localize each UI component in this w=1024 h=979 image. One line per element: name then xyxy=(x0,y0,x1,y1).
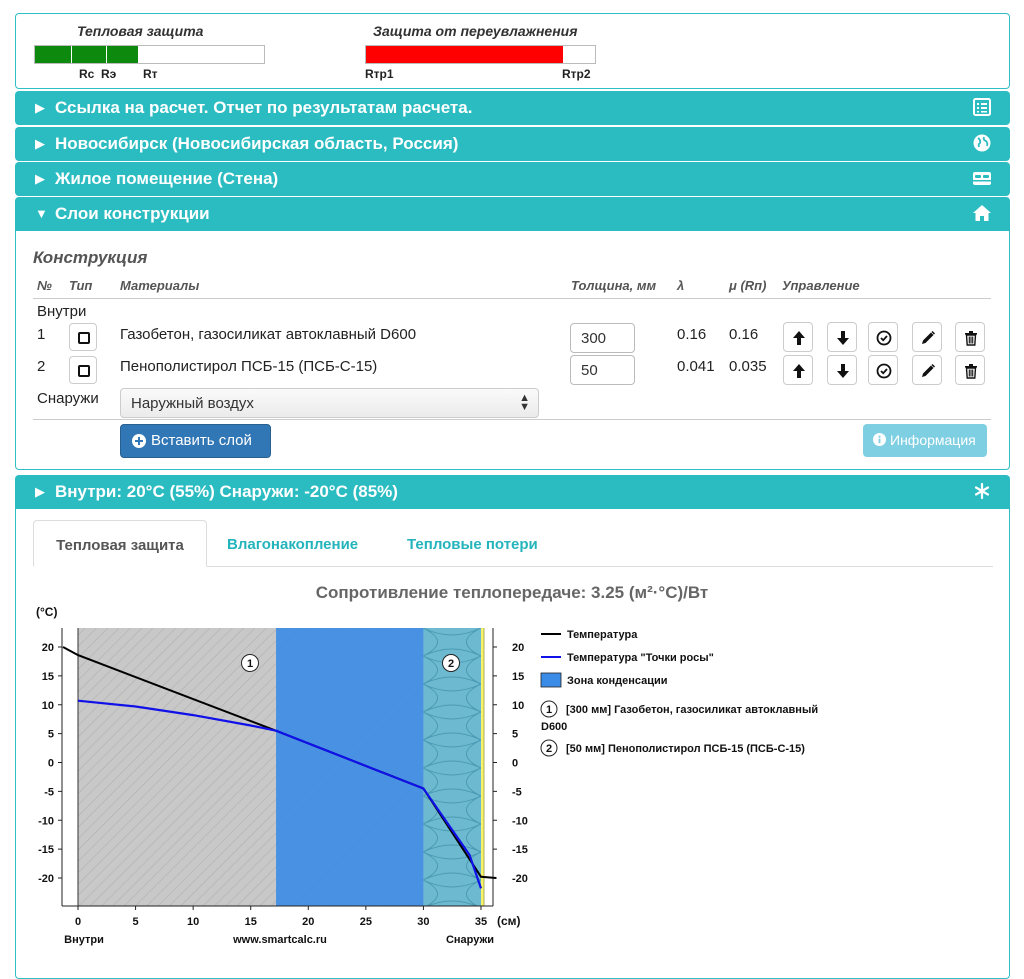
check-circle-icon xyxy=(876,330,892,346)
header-num: № xyxy=(37,278,52,293)
arrow-up-icon xyxy=(793,331,805,345)
rc-label: Rс xyxy=(79,67,95,81)
rtr1-label: Rтр1 xyxy=(365,67,394,81)
check-circle-icon xyxy=(876,363,892,379)
row-1-move-down-button[interactable] xyxy=(827,322,857,352)
row-2-edit-button[interactable] xyxy=(912,355,942,385)
arrow-down-icon xyxy=(837,331,849,345)
info-button[interactable]: Информация xyxy=(863,424,987,457)
tab-moisture[interactable]: Влагонакопление xyxy=(227,536,359,553)
caret-right-icon: ▶ xyxy=(35,171,45,186)
trash-icon xyxy=(965,331,977,346)
insert-layer-label: Вставить слой xyxy=(151,432,252,449)
results-body xyxy=(15,509,1010,979)
panel-report-link-title: Ссылка на расчет. Отчет по результатам р… xyxy=(55,98,473,117)
row-1-num: 1 xyxy=(37,326,46,343)
row-2-num: 2 xyxy=(37,358,46,375)
moisture-indicator-bar xyxy=(365,45,596,64)
header-type: Тип xyxy=(69,278,93,293)
table-footer-divider xyxy=(33,419,991,420)
pencil-icon xyxy=(922,363,936,377)
row-1-lambda: 0.16 xyxy=(677,326,707,343)
moisture-indicator-title: Защита от переувлажнения xyxy=(373,23,578,39)
panel-city[interactable]: ▶ Новосибирск (Новосибирская область, Ро… xyxy=(15,127,1010,161)
row-2-select-button[interactable] xyxy=(868,355,898,385)
panel-room-title: Жилое помещение (Стена) xyxy=(55,169,279,188)
re-label: Rэ xyxy=(101,67,117,81)
list-icon xyxy=(973,98,991,116)
caret-down-icon: ▼ xyxy=(35,206,48,221)
row-1-edit-button[interactable] xyxy=(912,322,942,352)
construction-title: Конструкция xyxy=(33,248,148,267)
table-header-divider xyxy=(33,298,991,299)
outside-select-value: Наружный воздух xyxy=(131,395,254,412)
arrow-down-icon xyxy=(837,364,849,378)
row-2-move-up-button[interactable] xyxy=(783,355,813,385)
caret-right-icon: ▶ xyxy=(35,100,45,115)
panel-layers-title: Слои конструкции xyxy=(55,204,210,223)
thermal-indicator-bar xyxy=(34,45,265,64)
row-2-move-down-button[interactable] xyxy=(827,355,857,385)
info-circle-icon xyxy=(873,433,886,446)
row-2-thickness-input[interactable]: 50 xyxy=(570,355,635,385)
panel-conditions-title: Внутри: 20°C (55%) Снаружи: -20°C (85%) xyxy=(55,482,398,501)
inside-label: Внутри xyxy=(37,303,87,320)
header-mu: μ (Rп) xyxy=(729,278,767,293)
outside-label: Снаружи xyxy=(37,390,99,407)
tab-heat-loss[interactable]: Тепловые потери xyxy=(407,536,538,553)
row-2-lambda: 0.041 xyxy=(677,358,715,375)
layer-type-icon xyxy=(78,365,90,377)
row-2-material: Пенополистирол ПСБ-15 (ПСБ-С-15) xyxy=(120,358,378,375)
row-1-move-up-button[interactable] xyxy=(783,322,813,352)
panel-city-title: Новосибирск (Новосибирская область, Росс… xyxy=(55,134,459,153)
caret-right-icon: ▶ xyxy=(35,136,45,151)
row-1-select-button[interactable] xyxy=(868,322,898,352)
bed-icon xyxy=(973,172,991,185)
moisture-indicator-fill xyxy=(366,46,563,63)
row-1-material: Газобетон, газосиликат автоклавный D600 xyxy=(120,326,417,343)
header-thickness: Толщина, мм xyxy=(571,278,657,293)
row-2-type-button[interactable] xyxy=(69,356,97,384)
globe-icon xyxy=(973,134,991,152)
panel-report-link[interactable]: ▶ Ссылка на расчет. Отчет по результатам… xyxy=(15,91,1010,125)
layer-type-icon xyxy=(78,332,90,344)
header-control: Управление xyxy=(782,278,860,293)
row-2-delete-button[interactable] xyxy=(955,355,985,385)
panel-conditions[interactable]: ▶ Внутри: 20°C (55%) Снаружи: -20°C (85%… xyxy=(15,475,1010,509)
plus-circle-icon xyxy=(132,434,146,448)
caret-right-icon: ▶ xyxy=(35,484,45,499)
chart-title: Сопротивление теплопередаче: 3.25 (м²·°С… xyxy=(315,583,709,602)
trash-icon xyxy=(965,364,977,379)
info-label: Информация xyxy=(890,432,976,448)
select-arrows-icon: ▲ ▼ xyxy=(519,392,530,413)
tabs-underline xyxy=(33,566,993,567)
indicators-box: Тепловая защита Rс Rэ Rт Защита от переу… xyxy=(15,13,1010,89)
panel-room[interactable]: ▶ Жилое помещение (Стена) xyxy=(15,162,1010,196)
thermal-indicator-title: Тепловая защита xyxy=(77,23,204,39)
snowflake-icon xyxy=(974,482,990,500)
outside-select[interactable]: Наружный воздух ▲ ▼ xyxy=(120,388,539,418)
thermal-indicator-fill xyxy=(35,46,139,63)
insert-layer-button[interactable]: Вставить слой xyxy=(120,424,271,458)
row-2-mu: 0.035 xyxy=(729,358,767,375)
header-lambda: λ xyxy=(677,278,685,293)
row-1-type-button[interactable] xyxy=(69,323,97,351)
row-1-thickness-input[interactable]: 300 xyxy=(570,323,635,353)
panel-layers[interactable]: ▼ Слои конструкции xyxy=(15,197,1010,231)
rt-label: Rт xyxy=(143,67,158,81)
pencil-icon xyxy=(922,330,936,344)
row-1-delete-button[interactable] xyxy=(955,322,985,352)
home-icon xyxy=(973,205,991,221)
arrow-up-icon xyxy=(793,364,805,378)
tab-thermal[interactable]: Тепловая защита xyxy=(33,520,207,567)
row-1-mu: 0.16 xyxy=(729,326,759,343)
rtr2-label: Rтр2 xyxy=(562,67,591,81)
header-materials: Материалы xyxy=(120,278,200,293)
